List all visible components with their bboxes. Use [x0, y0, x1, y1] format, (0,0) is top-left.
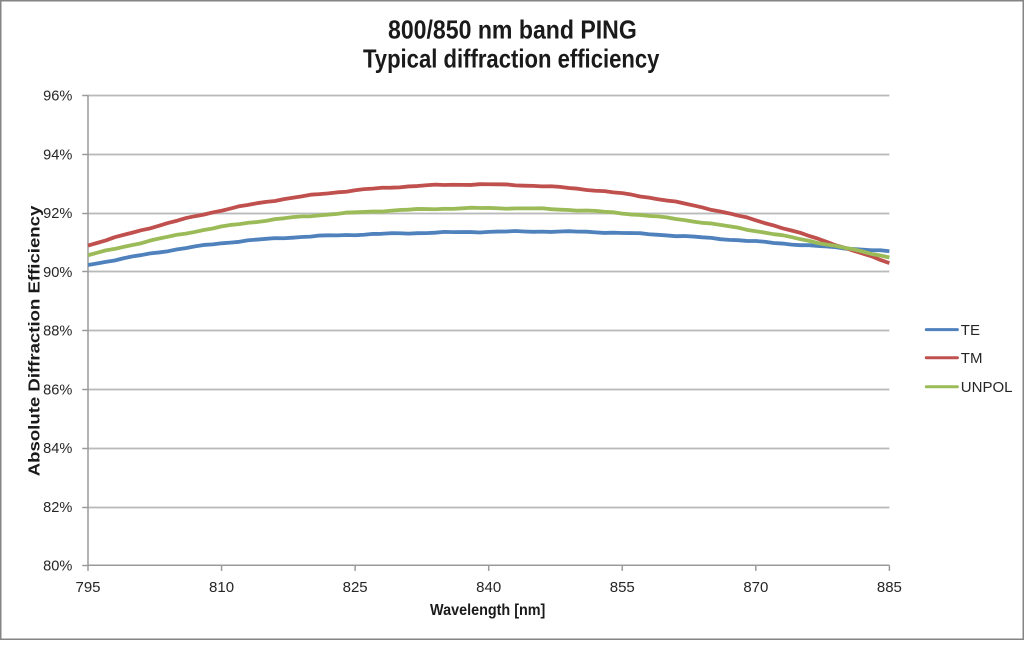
svg-text:92%: 92%: [43, 206, 72, 222]
svg-text:80%: 80%: [43, 559, 72, 575]
svg-text:825: 825: [343, 579, 368, 596]
svg-text:90%: 90%: [43, 265, 72, 281]
svg-text:800/850 nm band PING: 800/850 nm band PING: [388, 15, 637, 45]
svg-text:855: 855: [610, 579, 635, 596]
svg-text:840: 840: [476, 579, 501, 596]
svg-text:88%: 88%: [43, 324, 72, 340]
svg-text:UNPOL: UNPOL: [961, 379, 1013, 396]
svg-text:86%: 86%: [43, 382, 72, 398]
svg-text:810: 810: [209, 579, 234, 596]
svg-text:Typical diffraction efficiency: Typical diffraction efficiency: [363, 44, 660, 74]
svg-text:870: 870: [743, 579, 768, 596]
svg-text:795: 795: [75, 579, 100, 596]
svg-text:885: 885: [877, 579, 902, 596]
svg-text:Absolute Diffraction Efficienc: Absolute Diffraction Efficiency: [26, 206, 43, 477]
svg-text:82%: 82%: [43, 500, 72, 516]
svg-text:Wavelength [nm]: Wavelength [nm]: [430, 602, 545, 619]
svg-text:84%: 84%: [43, 441, 72, 457]
svg-text:94%: 94%: [43, 147, 72, 163]
svg-text:TE: TE: [961, 322, 980, 339]
svg-text:96%: 96%: [43, 89, 72, 105]
svg-text:TM: TM: [961, 350, 983, 367]
